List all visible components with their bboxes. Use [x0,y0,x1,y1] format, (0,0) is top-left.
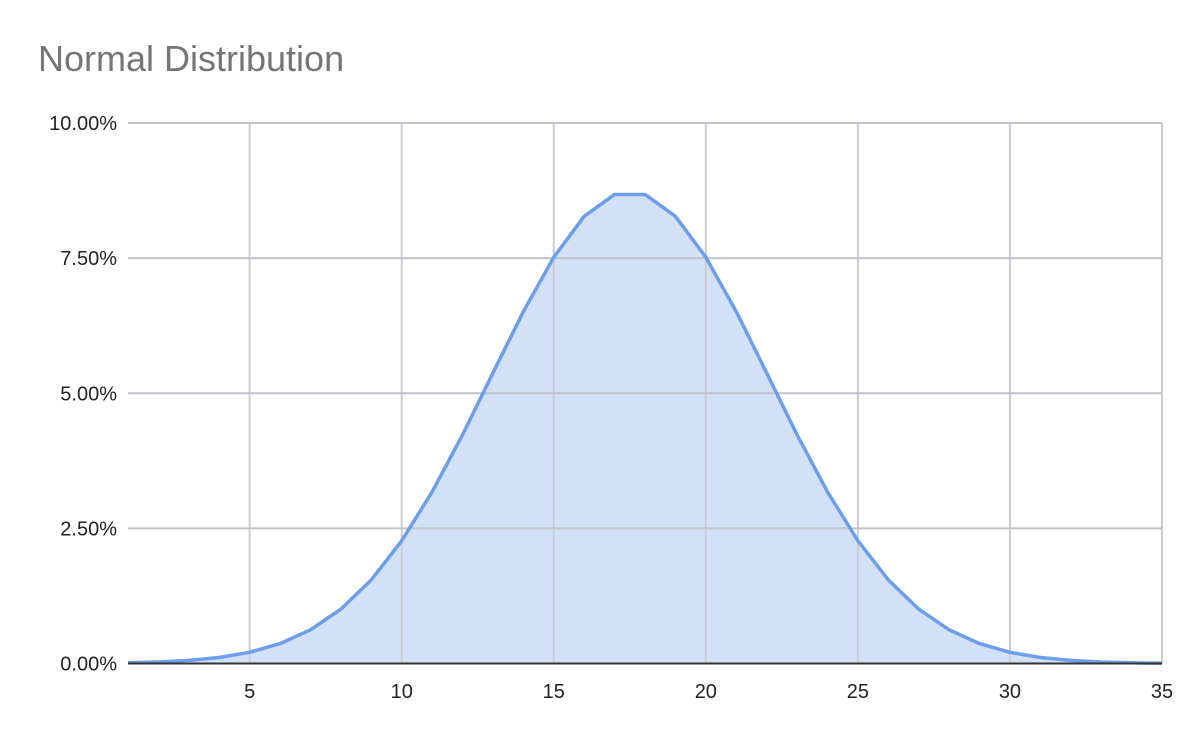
x-tick-label: 10 [391,681,413,703]
y-axis-labels: 0.00% 2.50% 5.00% 7.50% 10.00% [49,113,117,676]
y-tick-label: 2.50% [60,518,117,540]
y-tick-label: 7.50% [60,248,117,270]
y-tick-label: 0.00% [60,654,117,676]
gridlines [128,122,1163,664]
x-tick-label: 15 [543,681,565,703]
x-axis-labels: 5 10 15 20 25 30 35 [244,681,1173,703]
x-tick-label: 35 [1151,681,1173,703]
y-tick-label: 10.00% [49,113,117,135]
data-line [127,192,1163,665]
x-tick-label: 25 [847,681,869,703]
chart-title: Normal Distribution [38,38,345,79]
y-tick-label: 5.00% [60,383,117,405]
x-tick-label: 5 [244,681,255,703]
area-fill [128,194,1162,664]
x-tick-label: 20 [695,681,717,703]
x-tick-label: 30 [999,681,1021,703]
